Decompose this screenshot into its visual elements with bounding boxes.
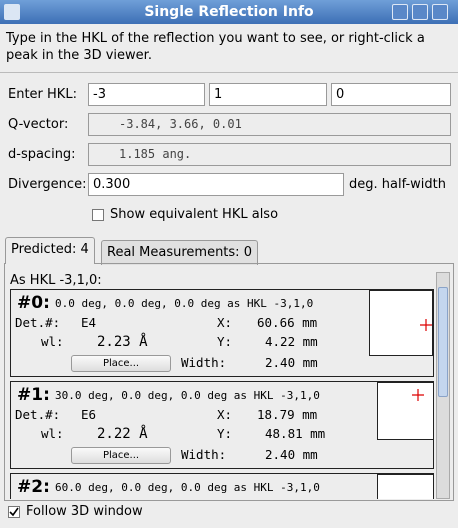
- qvector-label: Q-vector:: [8, 117, 69, 132]
- y-value: 48.81 mm: [265, 426, 326, 441]
- x-value: 60.66 mm: [257, 315, 318, 330]
- reflection-card: #1: 30.0 deg, 0.0 deg, 0.0 deg as HKL -3,…: [10, 381, 434, 469]
- qvector-field: -3.84, 3.66, 0.01: [88, 113, 451, 136]
- hkl-label: Enter HKL:: [8, 87, 77, 102]
- det-label: Det.#:: [15, 407, 61, 422]
- x-label: X:: [217, 407, 233, 422]
- close-button[interactable]: [432, 4, 448, 20]
- follow-label: Follow 3D window: [26, 504, 143, 519]
- detector-preview: [369, 290, 433, 356]
- maximize-button[interactable]: [412, 4, 428, 20]
- equivalent-label: Show equivalent HKL also: [110, 207, 279, 222]
- title-bar: Single Reflection Info: [0, 0, 458, 24]
- wl-label: wl:: [41, 426, 64, 441]
- y-label: Y:: [217, 334, 233, 349]
- det-label: Det.#:: [15, 315, 61, 330]
- reflection-angles: 30.0 deg, 0.0 deg, 0.0 deg as HKL -3,1,0: [55, 389, 320, 402]
- l-input[interactable]: 0: [331, 83, 451, 106]
- reflection-id: #2:: [17, 477, 50, 497]
- h-input[interactable]: -3: [88, 83, 205, 106]
- divergence-input[interactable]: 0.300: [88, 173, 344, 196]
- width-label: Width:: [181, 355, 227, 370]
- wl-value: 2.23 Å: [97, 334, 148, 350]
- follow-checkbox[interactable]: [8, 506, 20, 518]
- check-mark: [9, 507, 19, 517]
- y-label: Y:: [217, 426, 233, 441]
- window-icon: [4, 4, 20, 20]
- reflection-id: #0:: [17, 293, 50, 313]
- wl-label: wl:: [41, 334, 64, 349]
- reflection-card: #2: 60.0 deg, 0.0 deg, 0.0 deg as HKL -3,…: [10, 473, 434, 499]
- dspacing-label: d-spacing:: [8, 147, 76, 162]
- minimize-button[interactable]: [392, 4, 408, 20]
- y-value: 4.22 mm: [265, 334, 318, 349]
- divergence-label: Divergence:: [8, 177, 87, 192]
- det-value: E6: [81, 407, 97, 422]
- x-label: X:: [217, 315, 233, 330]
- reflection-angles: 60.0 deg, 0.0 deg, 0.0 deg as HKL -3,1,0: [55, 481, 320, 494]
- tab-real[interactable]: Real Measurements: 0: [101, 240, 258, 265]
- detector-preview: [377, 474, 433, 499]
- peak-marker: [420, 319, 432, 331]
- tab-panel: [4, 263, 454, 501]
- width-label: Width:: [181, 447, 227, 462]
- x-value: 18.79 mm: [257, 407, 318, 422]
- dspacing-field: 1.185 ang.: [88, 143, 451, 166]
- separator: [0, 72, 458, 73]
- reflection-angles: 0.0 deg, 0.0 deg, 0.0 deg as HKL -3,1,0: [55, 297, 314, 310]
- scroll-thumb[interactable]: [438, 287, 448, 397]
- place-button[interactable]: Place...: [71, 447, 171, 464]
- list-header: As HKL -3,1,0:: [10, 273, 102, 288]
- scrollbar[interactable]: [436, 272, 450, 499]
- width-value: 2.40 mm: [265, 355, 318, 370]
- det-value: E4: [81, 315, 97, 330]
- wl-value: 2.22 Å: [97, 426, 148, 442]
- detector-preview: [377, 382, 433, 440]
- tab-predicted[interactable]: Predicted: 4: [5, 237, 95, 264]
- peak-marker: [412, 389, 424, 401]
- place-button[interactable]: Place...: [71, 355, 171, 372]
- reflection-id: #1:: [17, 385, 50, 405]
- divergence-unit: deg. half-width: [349, 177, 446, 192]
- window-title: Single Reflection Info: [144, 4, 314, 20]
- width-value: 2.40 mm: [265, 447, 318, 462]
- equivalent-checkbox[interactable]: [92, 209, 104, 221]
- reflection-card: #0: 0.0 deg, 0.0 deg, 0.0 deg as HKL -3,1…: [10, 289, 434, 377]
- instructions: Type in the HKL of the reflection you wa…: [6, 31, 425, 63]
- reflection-list: #0: 0.0 deg, 0.0 deg, 0.0 deg as HKL -3,1…: [0, 289, 436, 499]
- k-input[interactable]: 1: [209, 83, 327, 106]
